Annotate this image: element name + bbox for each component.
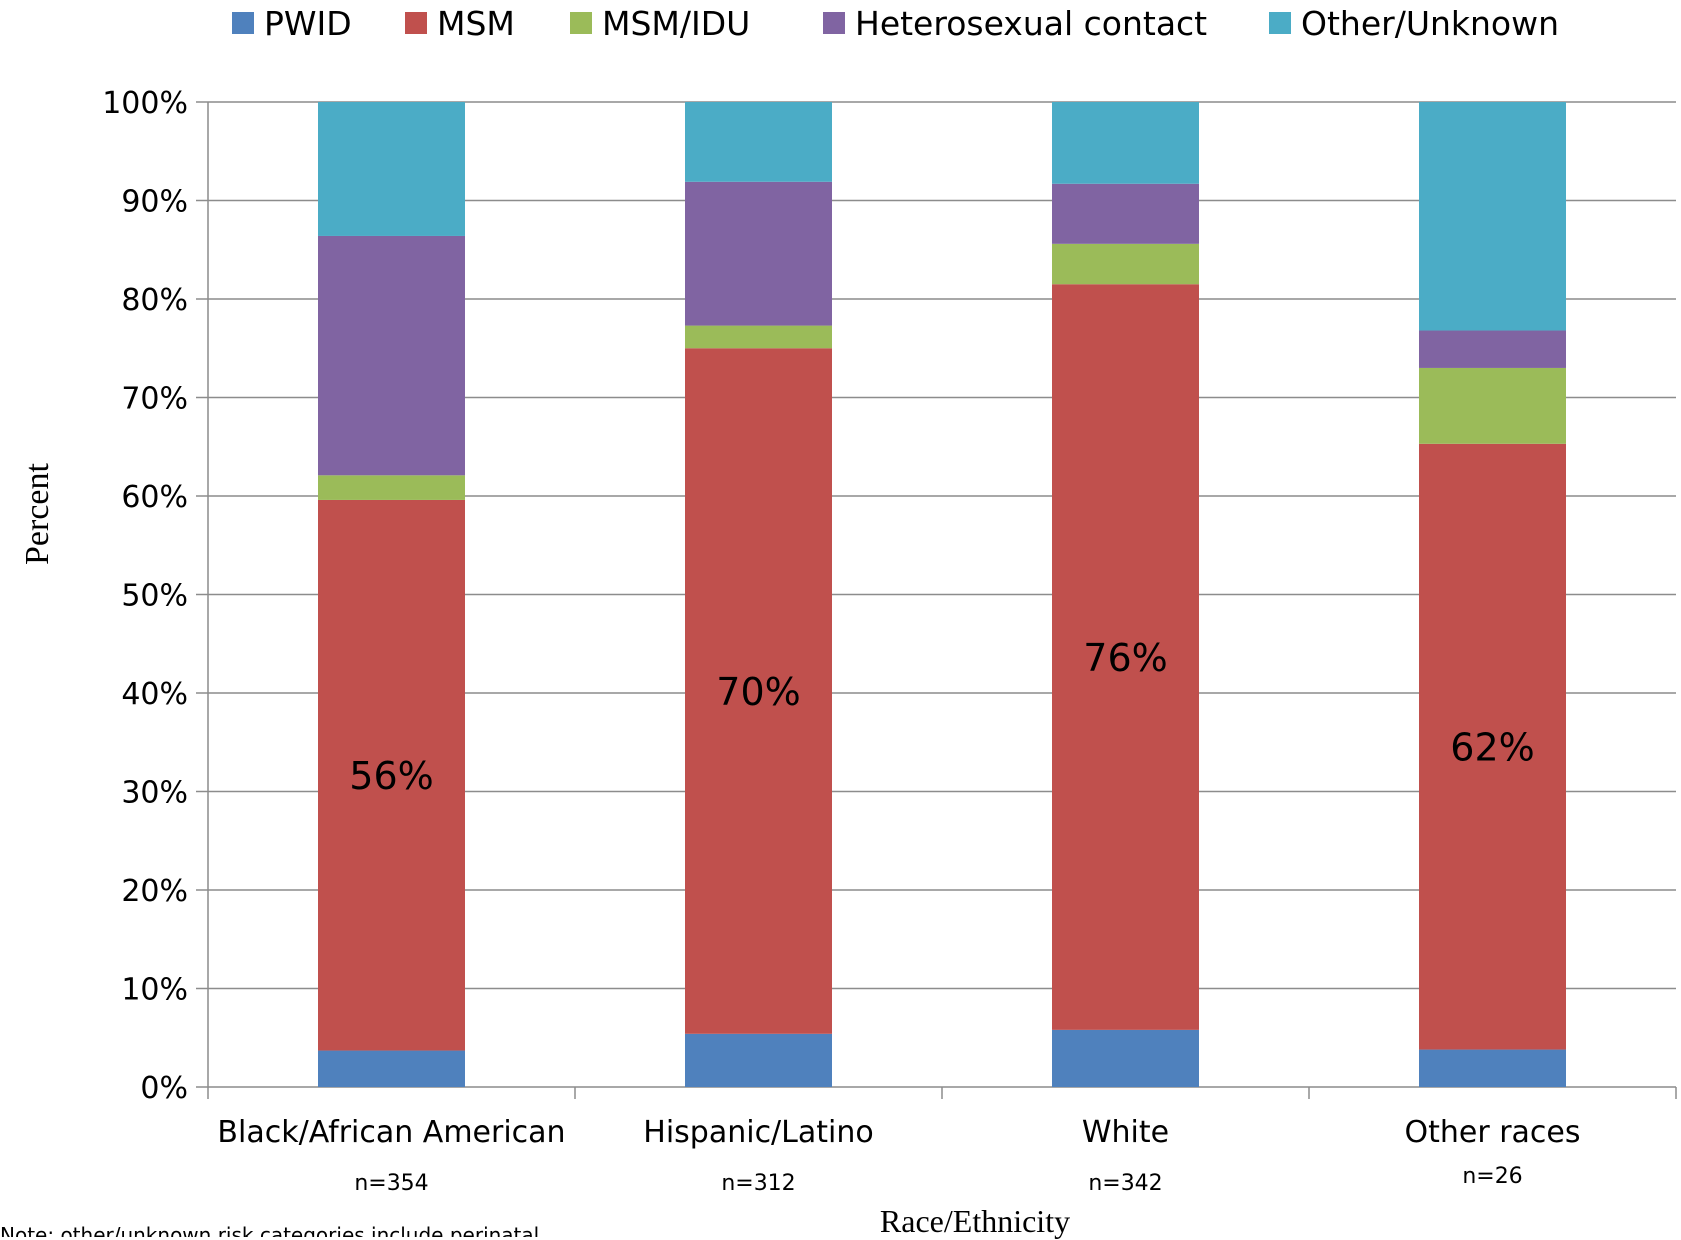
bar-segment [685,102,832,182]
legend-swatch [570,12,592,34]
legend-swatch [232,12,254,34]
y-tick-label: 60% [121,480,188,515]
x-category-count: n=26 [1462,1164,1523,1189]
legend-item: PWID [232,3,352,43]
y-tick-label: 70% [121,382,188,417]
bar-segment [1419,102,1566,331]
bar-segment [1052,183,1199,244]
bar-segment [318,475,465,500]
x-category-count: n=312 [721,1171,796,1196]
footnote: Note: other/unknown risk categories incl… [0,1223,559,1237]
legend-label: MSM [437,3,515,43]
x-category-label: Hispanic/Latino [643,1115,874,1150]
bar-segment [318,102,465,236]
bar-segment [685,181,832,326]
bar-segment [685,1033,832,1087]
legend-label: PWID [264,3,352,43]
legend-label: Heterosexual contact [855,3,1208,43]
legend-swatch [823,12,845,34]
y-tick-label: 10% [121,973,188,1008]
y-tick-label: 0% [140,1071,188,1106]
legend-label: MSM/IDU [602,3,751,43]
legend-label: Other/Unknown [1301,3,1560,43]
legend-item: Heterosexual contact [823,3,1208,43]
y-tick-label: 80% [121,283,188,318]
bar-segment [1052,1029,1199,1087]
x-axis-title: Race/Ethnicity [879,1203,1071,1239]
y-tick-label: 30% [121,776,188,811]
bar-segment [1052,102,1199,184]
bar-segment [685,348,832,1034]
bar-segment [1419,330,1566,368]
data-label: 70% [716,670,800,714]
bar-segment [685,325,832,349]
y-tick-label: 50% [121,579,188,614]
x-category-count: n=342 [1088,1171,1163,1196]
legend-item: Other/Unknown [1269,3,1560,43]
legend-item: MSM/IDU [570,3,751,43]
y-tick-label: 100% [102,86,188,121]
x-category-label: White [1081,1115,1170,1150]
legend-swatch [1269,12,1291,34]
data-label: 76% [1083,636,1167,680]
y-tick-label: 90% [121,185,188,220]
y-tick-label: 20% [121,874,188,909]
legend-item: MSM [405,3,515,43]
bar-segment [1052,284,1199,1030]
chart-legend: PWID MSM MSM/IDU Heterosexual contact Other/… [0,0,1681,50]
legend-swatch [405,12,427,34]
bar-segment [1419,367,1566,444]
data-label: 62% [1450,726,1534,770]
y-axis-title: Percent [19,463,56,565]
bar-segment [318,1050,465,1087]
x-category-label: Black/African American [217,1115,566,1150]
bar-segment [1419,443,1566,1050]
y-tick-label: 40% [121,677,188,712]
x-category-count: n=354 [354,1171,429,1196]
x-category-label: Other races [1404,1115,1581,1150]
data-label: 56% [349,754,433,798]
bar-segment [1419,1049,1566,1087]
bar-segment [1052,243,1199,285]
bar-segment [318,235,465,476]
bar-segment [318,499,465,1051]
